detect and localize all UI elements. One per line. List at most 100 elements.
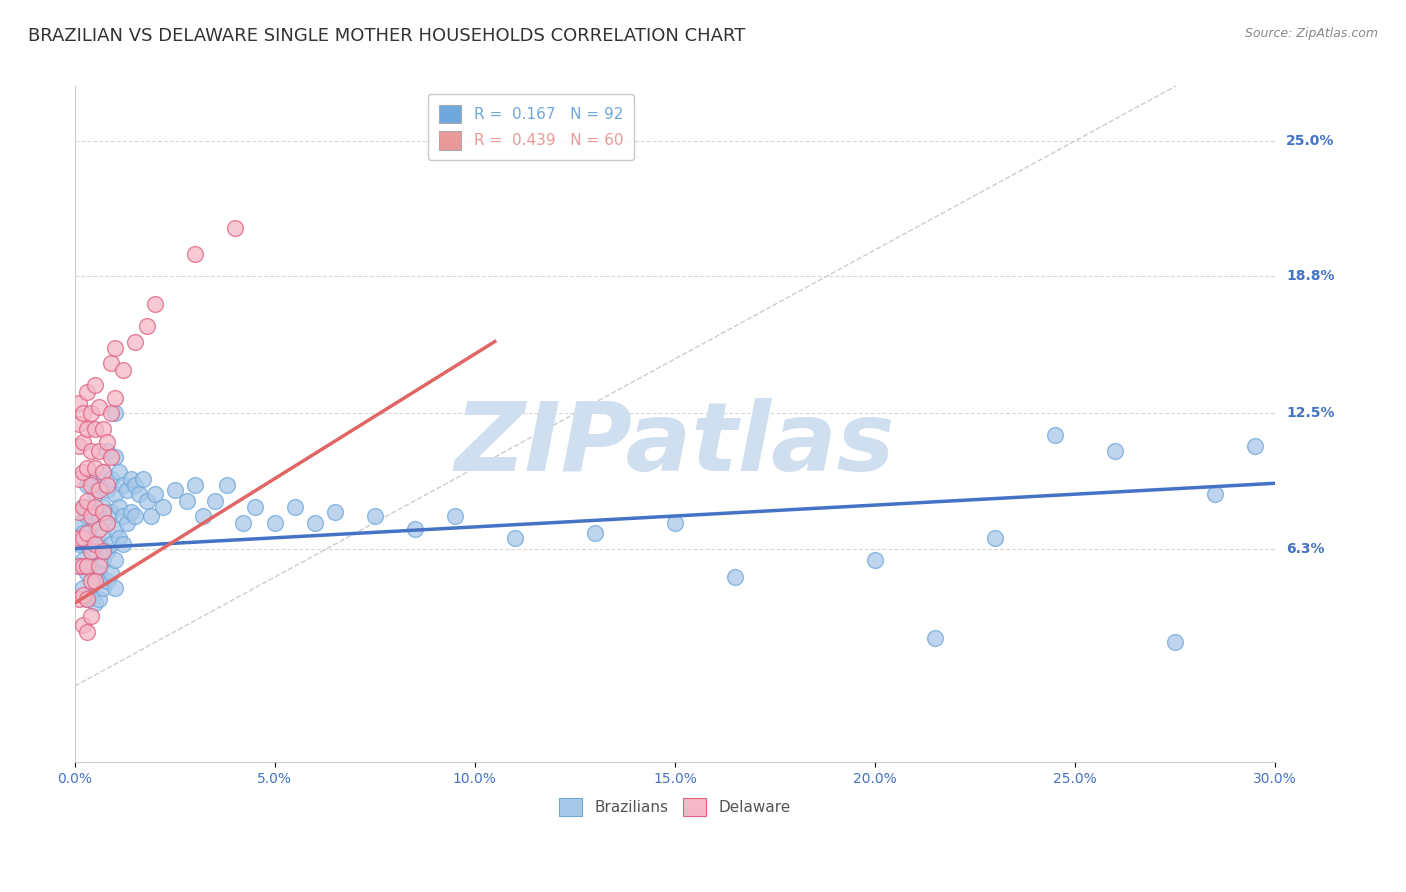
Point [1043, 428, 1066, 442]
Point [72, 559, 94, 574]
Text: 12.5%: 12.5% [1286, 407, 1334, 420]
Point [72, 434, 94, 449]
Point [83, 378, 105, 392]
Point [104, 391, 127, 405]
Point [76, 566, 98, 580]
Point [91, 552, 114, 566]
Point [67, 537, 90, 551]
Point [152, 500, 174, 515]
Point [107, 466, 129, 480]
Point [115, 483, 138, 497]
Text: 6.3%: 6.3% [1286, 541, 1324, 556]
Point [863, 552, 886, 566]
Point [72, 500, 94, 515]
Point [91, 505, 114, 519]
Point [87, 483, 110, 497]
Point [111, 363, 134, 377]
Point [104, 581, 127, 595]
Point [83, 574, 105, 589]
Point [111, 537, 134, 551]
Point [79, 472, 101, 486]
Point [183, 247, 205, 261]
Point [96, 483, 118, 497]
Point [87, 537, 110, 551]
Point [224, 221, 246, 235]
Point [87, 508, 110, 523]
Point [124, 334, 146, 349]
Point [67, 591, 90, 606]
Point [67, 531, 90, 545]
Point [107, 531, 129, 545]
Point [79, 609, 101, 624]
Point [664, 516, 686, 530]
Point [111, 478, 134, 492]
Point [124, 508, 146, 523]
Point [1204, 487, 1226, 501]
Text: 25.0%: 25.0% [1286, 134, 1334, 148]
Point [364, 508, 387, 523]
Point [100, 472, 122, 486]
Point [67, 505, 90, 519]
Point [87, 400, 110, 414]
Text: Source: ZipAtlas.com: Source: ZipAtlas.com [1244, 27, 1378, 40]
Point [67, 516, 90, 530]
Point [72, 552, 94, 566]
Point [104, 552, 127, 566]
Point [91, 422, 114, 436]
Point [323, 505, 346, 519]
Point [100, 505, 122, 519]
Point [83, 596, 105, 610]
Point [79, 505, 101, 519]
Point [83, 500, 105, 515]
Point [176, 493, 198, 508]
Point [724, 570, 747, 584]
Point [79, 443, 101, 458]
Point [83, 516, 105, 530]
Point [183, 478, 205, 492]
Point [120, 472, 142, 486]
Point [304, 516, 326, 530]
Point [76, 624, 98, 639]
Point [143, 297, 166, 311]
Point [139, 508, 162, 523]
Point [104, 487, 127, 501]
Point [91, 500, 114, 515]
Point [115, 516, 138, 530]
Point [76, 461, 98, 475]
Point [76, 559, 98, 574]
Point [91, 466, 114, 480]
Point [204, 493, 226, 508]
Point [96, 434, 118, 449]
Point [232, 516, 254, 530]
Point [96, 478, 118, 492]
Point [83, 570, 105, 584]
Point [984, 531, 1007, 545]
Text: BRAZILIAN VS DELAWARE SINGLE MOTHER HOUSEHOLDS CORRELATION CHART: BRAZILIAN VS DELAWARE SINGLE MOTHER HOUS… [28, 27, 745, 45]
Point [135, 319, 157, 334]
Point [76, 526, 98, 541]
Point [96, 544, 118, 558]
Point [443, 508, 465, 523]
Point [79, 508, 101, 523]
Text: ZIPatlas: ZIPatlas [454, 398, 896, 491]
Point [163, 483, 186, 497]
Point [100, 407, 122, 421]
Point [79, 478, 101, 492]
Point [96, 516, 118, 530]
Point [83, 544, 105, 558]
Point [100, 566, 122, 580]
Point [1104, 443, 1126, 458]
Point [104, 450, 127, 464]
Text: 18.8%: 18.8% [1286, 269, 1334, 283]
Point [76, 478, 98, 492]
Point [67, 417, 90, 432]
Point [67, 472, 90, 486]
Point [72, 500, 94, 515]
Point [87, 522, 110, 536]
Point [91, 526, 114, 541]
Point [243, 500, 266, 515]
Point [87, 591, 110, 606]
Point [104, 341, 127, 355]
Point [79, 587, 101, 601]
Point [107, 500, 129, 515]
